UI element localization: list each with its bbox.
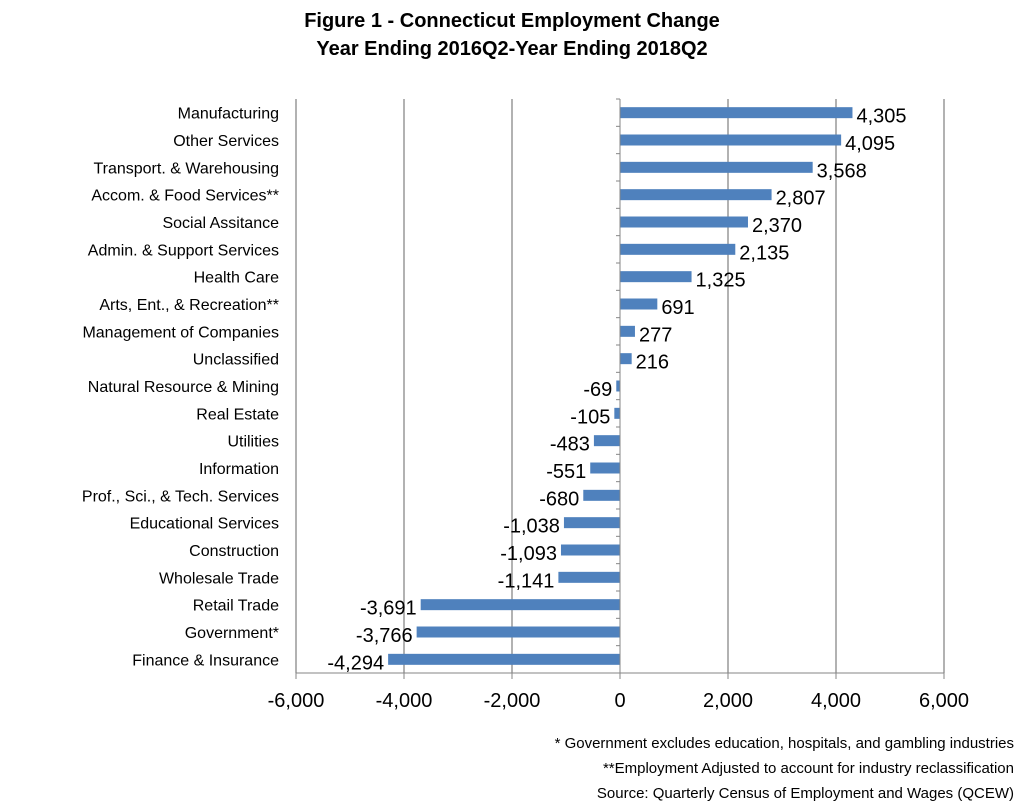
category-label: Transport. & Warehousing: [93, 160, 279, 177]
category-label: Government*: [185, 625, 279, 642]
bar: [388, 653, 620, 665]
chart-subtitle: Year Ending 2016Q2-Year Ending 2018Q2: [316, 38, 708, 60]
category-label: Arts, Ent., & Recreation**: [99, 297, 279, 314]
category-label: Information: [199, 461, 279, 478]
value-label: 1,325: [696, 270, 746, 292]
category-label: Wholesale Trade: [159, 570, 279, 587]
value-label: 691: [661, 297, 694, 319]
category-label: Natural Resource & Mining: [88, 379, 279, 396]
bar: [616, 380, 620, 392]
bar: [620, 298, 658, 310]
bar: [416, 626, 620, 638]
value-label: 2,807: [776, 188, 826, 210]
category-label: Admin. & Support Services: [88, 242, 279, 259]
bar: [620, 216, 748, 228]
category-label: Utilities: [227, 434, 279, 451]
bar: [563, 517, 620, 529]
value-label: 3,568: [817, 160, 867, 182]
value-label: -3,766: [356, 625, 413, 647]
value-label: -3,691: [360, 598, 417, 620]
category-label: Construction: [189, 543, 279, 560]
category-label: Retail Trade: [193, 598, 279, 615]
bar: [420, 599, 620, 611]
footnote-government: * Government excludes education, hospita…: [554, 735, 1014, 752]
x-tick-label: -4,000: [376, 690, 433, 712]
bar: [614, 407, 620, 419]
x-tick-label: -2,000: [484, 690, 541, 712]
value-label: -69: [583, 379, 612, 401]
category-label: Other Services: [173, 133, 279, 150]
chart-title: Figure 1 - Connecticut Employment Change: [304, 10, 720, 32]
value-label: 216: [636, 352, 669, 374]
value-label: -1,038: [503, 516, 560, 538]
bar: [590, 462, 620, 474]
bar: [558, 571, 620, 583]
category-label: Real Estate: [196, 406, 279, 423]
value-label: -105: [570, 406, 610, 428]
category-label: Social Assitance: [162, 215, 279, 232]
value-label: -4,294: [327, 652, 384, 674]
value-label: -551: [546, 461, 586, 483]
category-label: Unclassified: [193, 352, 279, 369]
bar: [620, 353, 632, 365]
value-label: -680: [539, 488, 579, 510]
bar: [620, 107, 853, 119]
value-label: 4,095: [845, 133, 895, 155]
value-label: 277: [639, 324, 672, 346]
x-tick-label: -6,000: [268, 690, 325, 712]
x-tick-label: 0: [614, 690, 625, 712]
bar: [593, 435, 620, 447]
category-label: Manufacturing: [178, 106, 279, 123]
bar: [620, 271, 692, 283]
bar: [620, 243, 736, 255]
bar: [583, 489, 620, 501]
value-label: 4,305: [856, 106, 906, 128]
x-tick-label: 2,000: [703, 690, 753, 712]
category-label: Accom. & Food Services**: [91, 188, 279, 205]
bar: [620, 161, 813, 173]
footnote-source: Source: Quarterly Census of Employment a…: [596, 785, 1014, 802]
x-tick-label: 6,000: [919, 690, 969, 712]
category-label: Management of Companies: [82, 324, 279, 341]
value-label: -1,093: [500, 543, 557, 565]
category-label: Prof., Sci., & Tech. Services: [82, 488, 279, 505]
footnote-reclassification: **Employment Adjusted to account for ind…: [602, 760, 1014, 777]
value-label: -483: [550, 434, 590, 456]
value-label: 2,370: [752, 215, 802, 237]
x-tick-label: 4,000: [811, 690, 861, 712]
value-label: -1,141: [498, 570, 555, 592]
bar: [620, 189, 772, 201]
bar: [620, 325, 635, 337]
bar: [620, 134, 842, 146]
bar: [560, 544, 620, 556]
category-label: Finance & Insurance: [132, 652, 279, 669]
value-label: 2,135: [739, 242, 789, 264]
category-label: Educational Services: [130, 516, 279, 533]
category-label: Health Care: [194, 270, 279, 287]
